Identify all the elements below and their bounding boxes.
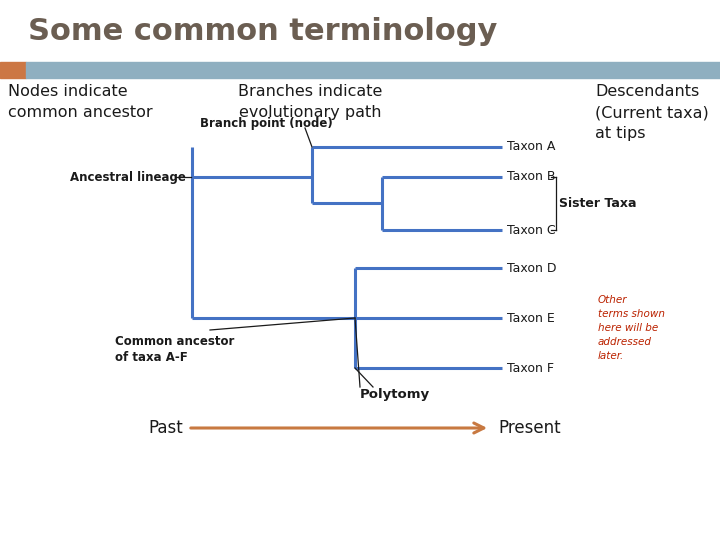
Text: Taxon A: Taxon A	[507, 140, 555, 153]
Text: Taxon D: Taxon D	[507, 261, 557, 274]
Text: Sister Taxa: Sister Taxa	[559, 197, 636, 210]
Text: Past: Past	[148, 419, 183, 437]
Text: Descendants
(Current taxa)
at tips: Descendants (Current taxa) at tips	[595, 84, 708, 141]
Text: Taxon E: Taxon E	[507, 312, 554, 325]
Text: Polytomy: Polytomy	[360, 388, 430, 401]
Text: Other
terms shown
here will be
addressed
later.: Other terms shown here will be addressed…	[598, 295, 665, 361]
Bar	[0, 62, 26, 78]
Bar	[26, 62, 720, 78]
Text: Common ancestor
of taxa A-F: Common ancestor of taxa A-F	[115, 335, 235, 364]
Text: Taxon B: Taxon B	[507, 171, 556, 184]
Text: Ancestral lineage: Ancestral lineage	[70, 171, 186, 184]
Text: Branch point (node): Branch point (node)	[200, 117, 333, 130]
Text: Taxon F: Taxon F	[507, 361, 554, 375]
Text: Nodes indicate
common ancestor: Nodes indicate common ancestor	[8, 84, 153, 120]
Text: Present: Present	[498, 419, 561, 437]
Text: Some common terminology: Some common terminology	[28, 17, 498, 46]
Text: Branches indicate
evolutionary path: Branches indicate evolutionary path	[238, 84, 382, 120]
Text: Taxon C: Taxon C	[507, 224, 556, 237]
